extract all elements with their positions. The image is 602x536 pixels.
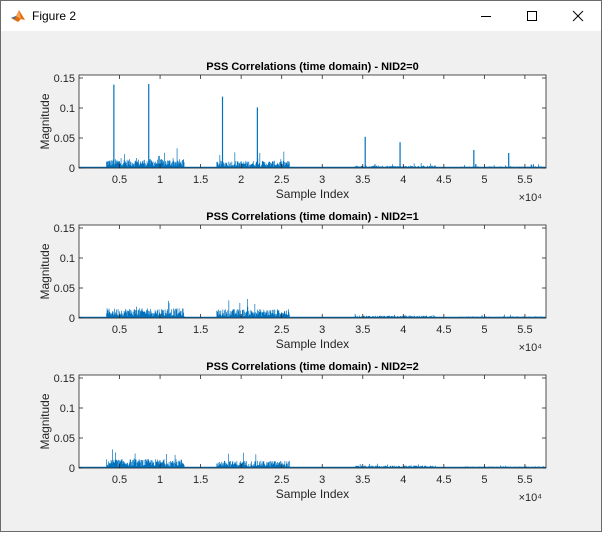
figure-canvas[interactable]: 0.5 1 1.5 2 2.5 3 3.5 4 4.5 5 5.5 0 0.05 0.1 0.15 PSS C…	[1, 31, 601, 531]
chart-1: 0.5 1 1.5 2 2.5 3 3.5 4 4.5 5 5.5 0 0.05 0.1 0.15 PSS C…	[38, 211, 547, 354]
x-exponent-label: ×10⁴	[519, 342, 543, 354]
maximize-button[interactable]	[509, 1, 555, 31]
x-tick-label: 2.5	[274, 324, 289, 336]
y-tick-label: 0.05	[54, 433, 75, 445]
x-axis-label: Sample Index	[276, 187, 349, 201]
burst-noise	[106, 148, 185, 168]
x-tick-label: 1.5	[193, 174, 208, 186]
x-tick-label: 2.5	[274, 174, 289, 186]
x-tick-label: 4	[400, 324, 406, 336]
y-tick-label: 0.05	[54, 283, 75, 295]
series-burst	[106, 300, 185, 318]
x-tick-label: 3	[319, 174, 325, 186]
y-tick-label: 0.1	[60, 103, 75, 115]
x-tick-label: 1	[157, 324, 163, 336]
x-tick-label: 4.5	[436, 474, 451, 486]
x-tick-label: 0.5	[112, 174, 127, 186]
y-axis-label: Magnitude	[38, 243, 52, 299]
x-tick-label: 3.5	[355, 324, 370, 336]
x-tick-label: 4.5	[436, 324, 451, 336]
x-tick-label: 2	[238, 174, 244, 186]
x-tick-label: 3	[319, 474, 325, 486]
x-exponent-label: ×10⁴	[519, 492, 543, 504]
axes-background	[79, 75, 546, 168]
y-axis-label: Magnitude	[38, 93, 52, 149]
x-exponent-label: ×10⁴	[519, 192, 543, 204]
axes-background	[79, 375, 546, 468]
x-axis-label: Sample Index	[276, 337, 349, 351]
y-tick-label: 0.15	[54, 73, 75, 85]
y-tick-label: 0.15	[54, 373, 75, 385]
axes-box	[78, 374, 547, 469]
y-tick-label: 0	[69, 463, 75, 475]
chart-title: PSS Correlations (time domain) - NID2=2	[206, 361, 418, 373]
x-tick-label: 3.5	[355, 174, 370, 186]
minimize-button[interactable]	[463, 1, 509, 31]
x-tick-label: 3.5	[355, 474, 370, 486]
chart-title: PSS Correlations (time domain) - NID2=1	[206, 211, 418, 223]
x-axis-label: Sample Index	[276, 487, 349, 501]
x-tick-label: 0.5	[112, 474, 127, 486]
chart-title: PSS Correlations (time domain) - NID2=0	[206, 61, 418, 73]
y-tick-label: 0	[69, 313, 75, 325]
x-tick-label: 5.5	[517, 324, 532, 336]
matlab-logo-icon	[10, 8, 26, 24]
x-tick-label: 5	[481, 324, 487, 336]
x-tick-label: 4	[400, 474, 406, 486]
axes-box	[78, 224, 547, 319]
burst-noise	[106, 300, 185, 318]
minimize-icon	[481, 16, 491, 17]
y-tick-label: 0.1	[60, 253, 75, 265]
x-tick-label: 5	[481, 174, 487, 186]
x-tick-label: 1	[157, 174, 163, 186]
x-tick-label: 1.5	[193, 324, 208, 336]
axes-background	[79, 225, 546, 318]
x-tick-label: 2	[238, 474, 244, 486]
x-tick-label: 2.5	[274, 474, 289, 486]
axes-box	[78, 74, 547, 169]
y-tick-label: 0	[69, 163, 75, 175]
maximize-icon	[527, 11, 537, 21]
y-tick-label: 0.05	[54, 133, 75, 145]
chart-2: 0.5 1 1.5 2 2.5 3 3.5 4 4.5 5 5.5 0 0.05 0.1 0.15 PSS C…	[38, 361, 547, 504]
x-tick-label: 1	[157, 474, 163, 486]
close-button[interactable]	[555, 1, 601, 31]
x-tick-label: 5	[481, 474, 487, 486]
series-burst	[106, 449, 185, 468]
x-tick-label: 4	[400, 174, 406, 186]
title-bar[interactable]: Figure 2	[1, 1, 601, 31]
x-tick-label: 0.5	[112, 324, 127, 336]
x-tick-label: 5.5	[517, 174, 532, 186]
x-tick-label: 5.5	[517, 474, 532, 486]
x-tick-label: 2	[238, 324, 244, 336]
series-burst	[106, 148, 185, 168]
y-axis-label: Magnitude	[38, 393, 52, 449]
y-tick-label: 0.15	[54, 223, 75, 235]
chart-0: 0.5 1 1.5 2 2.5 3 3.5 4 4.5 5 5.5 0 0.05 0.1 0.15 PSS C…	[38, 61, 547, 204]
y-tick-label: 0.1	[60, 403, 75, 415]
x-tick-label: 1.5	[193, 474, 208, 486]
close-icon	[572, 10, 584, 22]
burst-noise	[106, 449, 185, 468]
x-tick-label: 4.5	[436, 174, 451, 186]
window-title: Figure 2	[32, 9, 77, 23]
x-tick-label: 3	[319, 324, 325, 336]
